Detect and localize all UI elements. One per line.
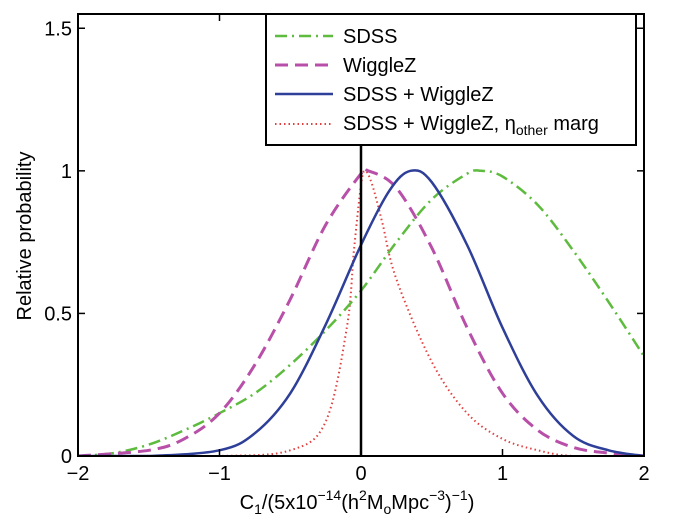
x-title-sup: −3: [429, 487, 445, 503]
x-title-part: ): [468, 492, 475, 514]
x-title-part: (h: [341, 492, 359, 514]
x-tick-label: 1: [497, 463, 508, 485]
x-axis-title: C1/(5x10−14(h2MoMpc−3)−1): [240, 487, 475, 517]
x-tick-label: −2: [67, 463, 90, 485]
x-title-sub: 1: [254, 501, 262, 517]
legend: SDSS WiggleZ SDSS + WiggleZ SDSS + Wiggl…: [265, 13, 637, 146]
legend-label-eta-marg: SDSS + WiggleZ, ηother marg: [343, 113, 599, 138]
series-line-2: [78, 169, 644, 456]
plot-layer: [78, 14, 644, 456]
x-title-sup: −14: [317, 487, 341, 503]
x-tick-label: 0: [355, 463, 366, 485]
x-title-part: Mpc: [391, 492, 429, 514]
x-title-part: /(5x10: [262, 492, 318, 514]
x-tick-label: 2: [638, 463, 649, 485]
series-line-0: [78, 169, 644, 456]
series-line-1: [78, 166, 644, 456]
x-title-part: C: [240, 492, 254, 514]
x-title-sub: o: [383, 501, 391, 517]
y-tick-label: 1.5: [44, 18, 72, 40]
x-title-sup: 2: [359, 487, 367, 503]
x-tick-label: −1: [208, 463, 231, 485]
legend-label-wigglez: WiggleZ: [343, 55, 416, 77]
x-title-sup: −1: [452, 487, 468, 503]
legend-eta-part: SDSS + WiggleZ, η: [343, 113, 516, 135]
legend-label-sdss-wigglez: SDSS + WiggleZ: [343, 84, 494, 106]
legend-eta-sub: other: [516, 122, 548, 138]
y-axis-title: Relative probability: [14, 152, 36, 321]
x-title-part: ): [445, 492, 452, 514]
x-title-part: M: [367, 492, 384, 514]
legend-eta-part: marg: [548, 113, 599, 135]
y-tick-label: 0: [61, 446, 72, 468]
y-tick-label: 0.5: [44, 303, 72, 325]
y-tick-label: 1: [61, 161, 72, 183]
legend-label-sdss: SDSS: [343, 26, 397, 48]
